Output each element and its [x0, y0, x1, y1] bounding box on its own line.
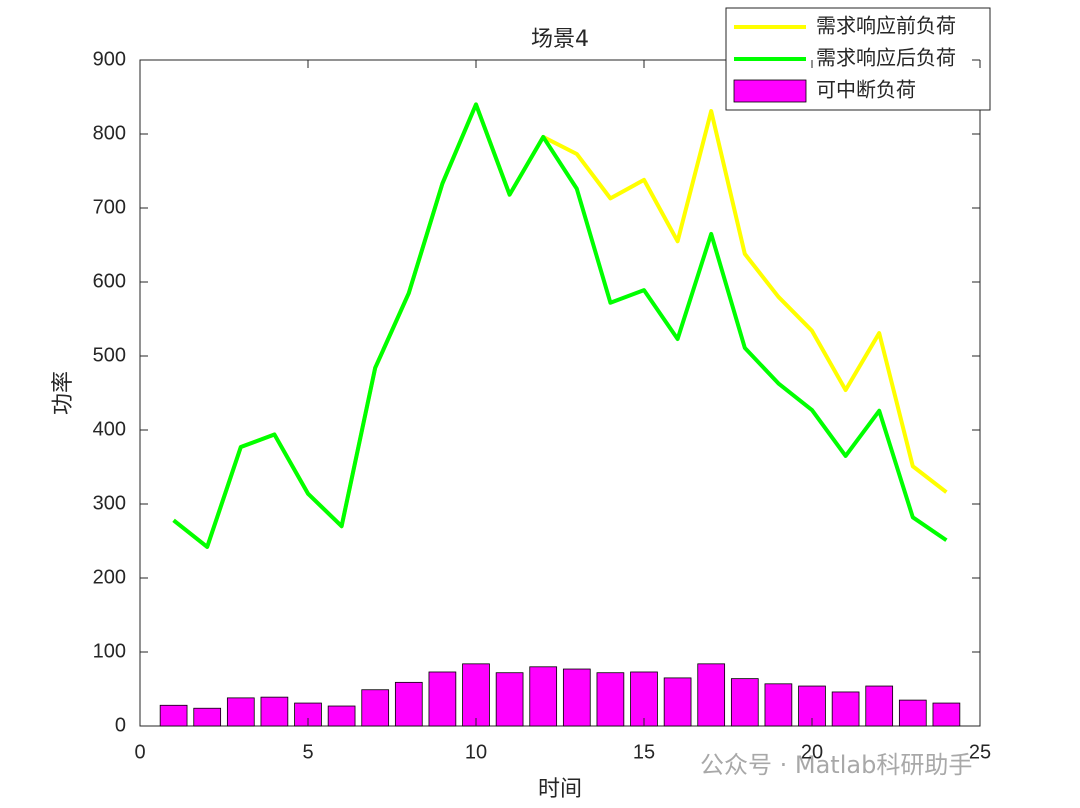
- y-tick-label: 200: [93, 566, 126, 588]
- plot-area: [139, 59, 981, 727]
- y-tick-label: 100: [93, 640, 126, 662]
- bar: [562, 668, 591, 727]
- bar: [932, 702, 961, 727]
- bar: [462, 663, 490, 727]
- line: [172, 102, 948, 549]
- bar: [394, 681, 423, 727]
- legend-swatch: [733, 79, 807, 103]
- y-axis-label: 功率: [51, 371, 76, 415]
- y-tick-label: 600: [93, 270, 126, 292]
- y-tick-label: 500: [93, 344, 126, 366]
- bar: [428, 671, 457, 727]
- x-tick-label: 10: [465, 741, 487, 763]
- x-tick-label: 25: [969, 741, 991, 763]
- y-tick-label: 700: [93, 196, 126, 218]
- y-tick-label: 300: [93, 492, 126, 514]
- bar: [630, 671, 658, 727]
- bar: [730, 678, 759, 727]
- bar: [226, 697, 255, 727]
- watermark: 公众号 · Matlab科研助手: [700, 751, 972, 779]
- bar: [865, 685, 894, 727]
- y-tick-label: 900: [93, 48, 126, 70]
- bar: [831, 691, 860, 727]
- y-tick-label: 800: [93, 122, 126, 144]
- bar: [663, 677, 692, 727]
- legend-label: 需求响应后负荷: [816, 46, 956, 70]
- y-tick-label: 400: [93, 418, 126, 440]
- x-tick-label: 15: [633, 741, 655, 763]
- bar: [529, 666, 558, 727]
- bar: [159, 704, 188, 727]
- bar: [764, 683, 793, 727]
- bar: [697, 663, 726, 727]
- x-tick-label: 20: [801, 741, 823, 763]
- bar: [361, 689, 390, 727]
- y-tick-label: 0: [115, 714, 126, 736]
- bar: [193, 707, 222, 727]
- x-tick-label: 0: [134, 741, 145, 763]
- bar: [327, 705, 356, 727]
- x-axis-label: 时间: [538, 777, 582, 802]
- chart-title: 场景4: [531, 27, 589, 52]
- bar: [898, 699, 927, 727]
- marks: [159, 102, 961, 727]
- bar: [596, 672, 625, 727]
- x-tick-label: 5: [302, 741, 313, 763]
- bar: [260, 696, 289, 727]
- bar: [495, 672, 524, 727]
- legend-label: 可中断负荷: [816, 78, 916, 102]
- legend-label: 需求响应前负荷: [816, 14, 956, 38]
